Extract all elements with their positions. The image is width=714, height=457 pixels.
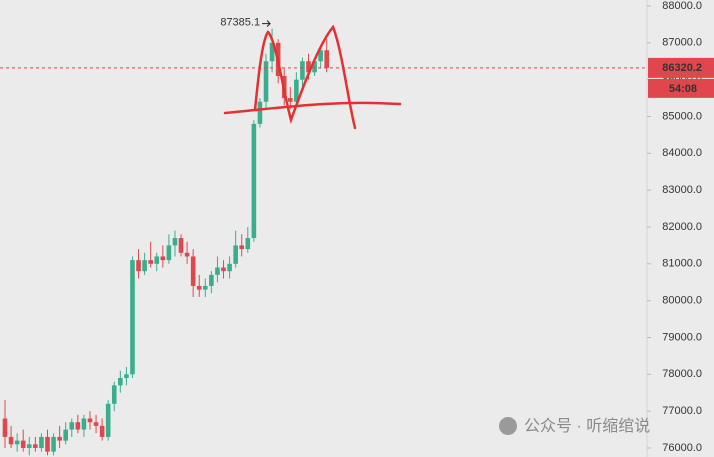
high-label: 87385.1 <box>220 17 260 29</box>
candle-body <box>294 79 299 102</box>
candle-body <box>69 422 75 430</box>
candle-body <box>136 260 141 272</box>
candle-body <box>263 61 269 102</box>
candle-body <box>269 42 275 62</box>
candle-body <box>166 245 172 261</box>
candle-body <box>124 374 129 378</box>
last-price-box <box>648 57 714 78</box>
candle-body <box>93 422 99 426</box>
candle-body <box>190 256 196 286</box>
candle-body <box>20 440 26 448</box>
y-tick-label: 78000.0 <box>662 368 702 380</box>
candle-body <box>142 260 147 272</box>
hand-drawn-annotation <box>223 24 402 130</box>
candle-body <box>111 385 117 404</box>
y-tick-label: 79000.0 <box>662 331 702 343</box>
candle-body <box>2 418 8 437</box>
candle-body <box>257 101 263 124</box>
candle-body <box>118 377 123 386</box>
high-arrow <box>262 20 271 28</box>
candle-body <box>196 285 202 290</box>
watermark-text: 公众号 · 听缩绾说 <box>524 417 650 435</box>
y-tick-label: 80000.0 <box>662 295 702 307</box>
y-tick-label: 81000.0 <box>662 258 702 270</box>
candle-body <box>160 256 166 261</box>
candle-body <box>251 123 257 239</box>
watermark-icon <box>499 417 517 435</box>
candle-body <box>324 50 330 68</box>
candle-body <box>26 444 32 448</box>
candle-body <box>14 440 20 445</box>
candle-body <box>39 436 44 448</box>
candle-body <box>239 245 245 250</box>
candle-body <box>227 263 232 272</box>
y-tick-label: 77000.0 <box>662 405 702 417</box>
candle-body <box>245 238 251 250</box>
y-tick-label: 84000.0 <box>662 147 702 159</box>
candle-body <box>184 252 190 257</box>
candle-body <box>57 436 62 441</box>
candle-body <box>8 436 14 445</box>
watermark: 公众号 · 听缩绾说 <box>499 417 650 435</box>
candle-body <box>81 418 87 430</box>
y-tick-label: 88000.0 <box>662 0 702 12</box>
candle-body <box>45 436 50 452</box>
y-tick-label: 83000.0 <box>662 184 702 196</box>
candle-body <box>130 260 135 375</box>
candle-body <box>318 50 323 62</box>
countdown-box <box>648 78 714 98</box>
y-tick-label: 87000.0 <box>662 37 702 49</box>
y-tick-label: 82000.0 <box>662 221 702 233</box>
candle-body <box>312 61 317 73</box>
candle-body <box>33 444 38 448</box>
candle-body <box>209 274 214 286</box>
candle-body <box>63 429 68 441</box>
countdown-label: 54:08 <box>669 83 697 95</box>
candle-body <box>154 256 160 264</box>
candle-body <box>51 436 56 452</box>
candle-body <box>233 245 238 264</box>
candle-body <box>287 98 293 102</box>
candle-body <box>203 285 208 290</box>
candle-body <box>148 260 153 264</box>
candle-body <box>172 238 178 246</box>
candle-body <box>87 418 93 423</box>
candle-body <box>215 267 220 275</box>
last-price-label: 86320.2 <box>662 62 702 74</box>
candle-body <box>75 422 81 430</box>
y-tick-label: 85000.0 <box>662 110 702 122</box>
candle-body <box>221 267 226 272</box>
candle-body <box>99 425 105 437</box>
candle-body <box>306 61 311 73</box>
candle-body <box>300 61 305 80</box>
candle-body <box>178 238 184 253</box>
candle-body <box>105 403 111 437</box>
y-tick-label: 76000.0 <box>662 442 702 454</box>
